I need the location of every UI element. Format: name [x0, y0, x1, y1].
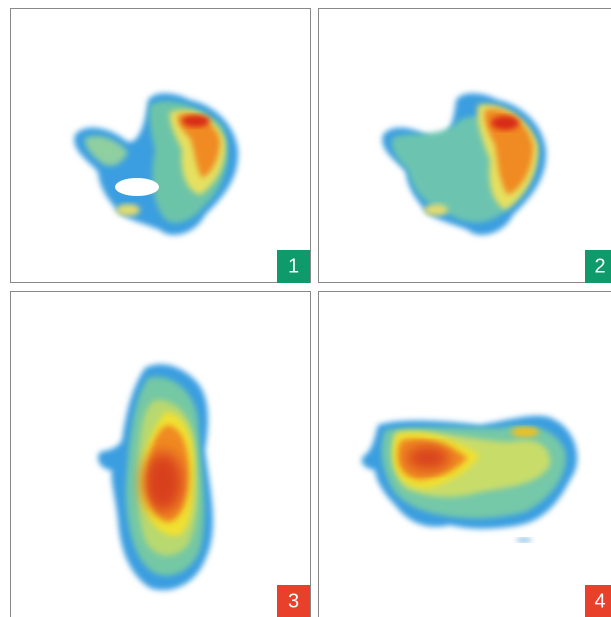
panel-label: 1 — [288, 255, 299, 277]
figure: 1 2 3 4 — [0, 0, 611, 617]
panel-label: 4 — [594, 590, 605, 612]
page: 1 2 3 4 (() => { const data = JSON.parse… — [0, 0, 611, 617]
panel-label: 2 — [594, 255, 605, 277]
panel-label: 3 — [288, 590, 299, 612]
